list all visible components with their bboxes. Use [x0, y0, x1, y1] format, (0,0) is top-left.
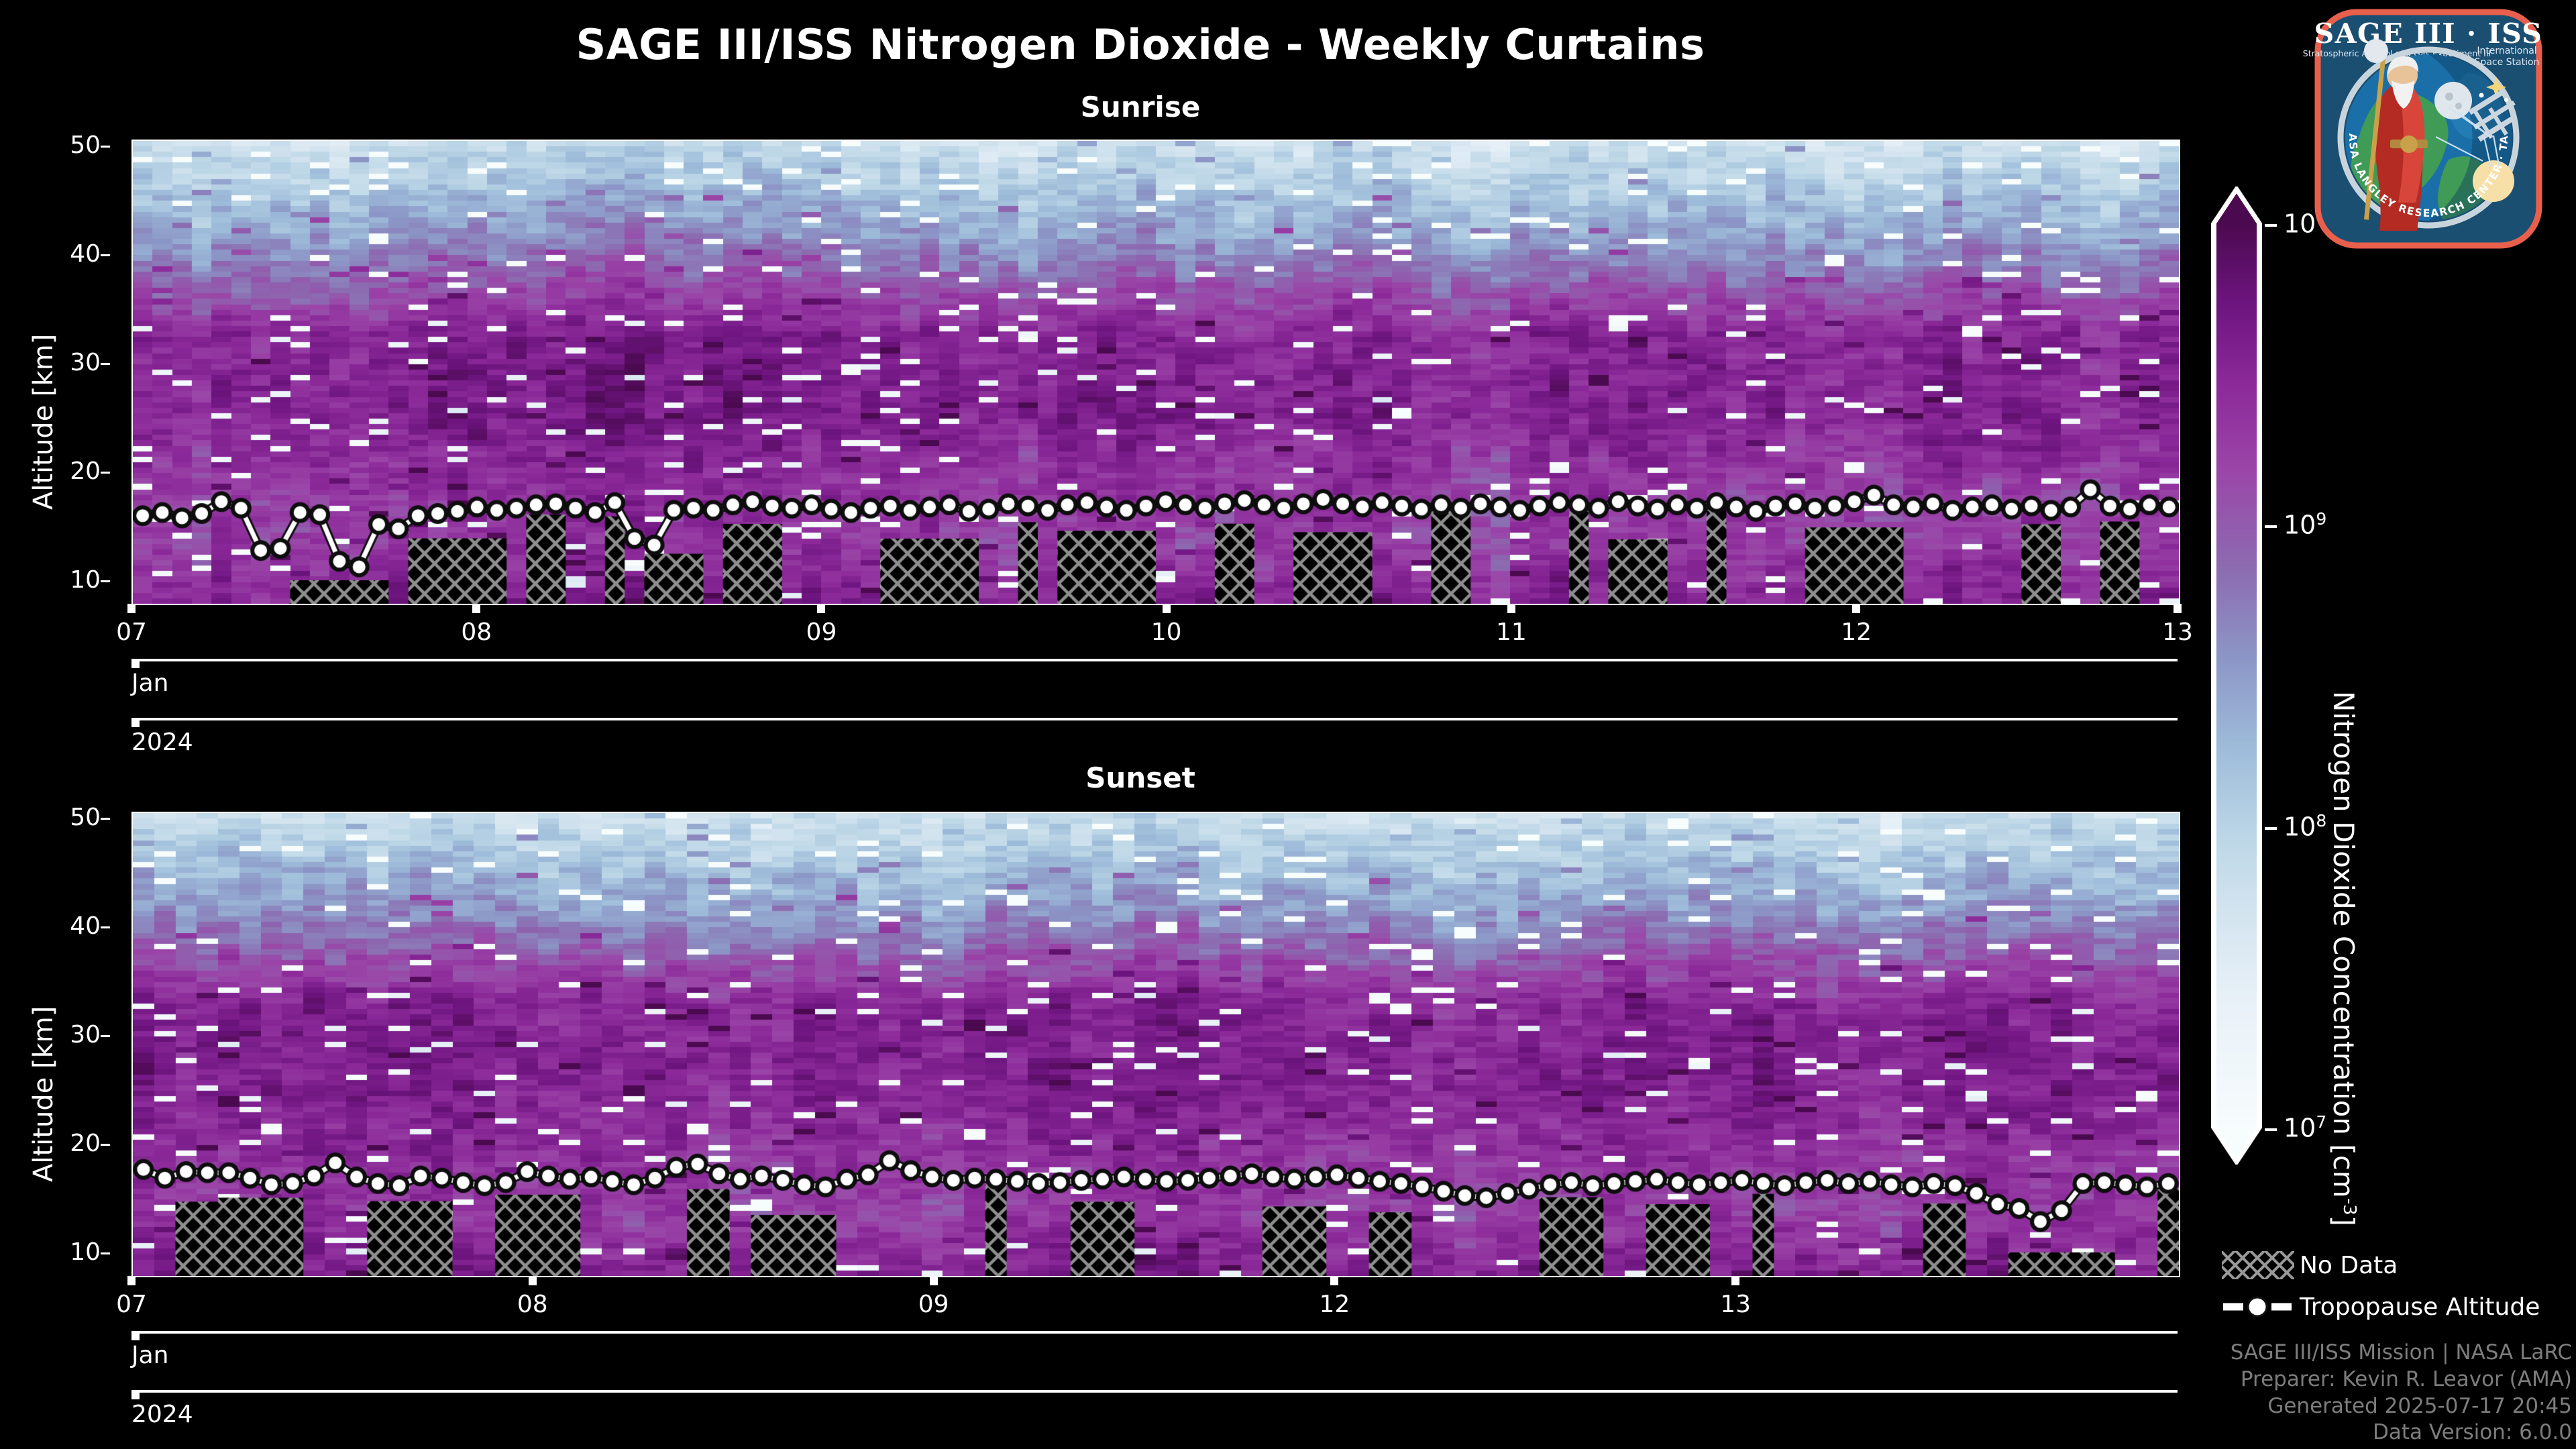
panel-title-sunset: Sunset — [1085, 761, 1195, 794]
legend: No Data Tropopause Altitude — [2220, 1244, 2576, 1328]
x-axis-sunset: 07 08 09 12 13 Jan 2024 — [116, 1276, 2180, 1430]
colorbar-tick-mark — [2265, 525, 2277, 529]
page-title: SAGE III/ISS Nitrogen Dioxide - Weekly C… — [576, 20, 1705, 69]
x-axis-tick-label: 12 — [1319, 1291, 1350, 1318]
y-axis-ticks-sunrise: 10 20 30 40 50 — [0, 131, 110, 602]
sage-figure-graphic — [2363, 39, 2428, 231]
x-axis-tick-mark — [127, 604, 136, 613]
x-axis-year-rule — [131, 718, 2178, 720]
x-axis-year-label: 2024 — [131, 729, 193, 756]
legend-item-no-data[interactable]: No Data — [2220, 1244, 2576, 1286]
legend-item-tropopause[interactable]: Tropopause Altitude — [2220, 1286, 2576, 1328]
footer-line-preparer: Preparer: Kevin R. Leavor (AMA) — [2240, 1366, 2572, 1391]
y-axis-tick-label: 50 — [70, 131, 101, 159]
x-axis-tick-label: 11 — [1496, 619, 1527, 646]
y-axis-tick-label: 50 — [70, 803, 101, 831]
x-axis-tick-label: 13 — [1720, 1291, 1752, 1318]
x-axis-tick-mark — [929, 1276, 938, 1285]
y-axis-ticks-sunset: 10 20 30 40 50 — [0, 804, 110, 1275]
x-axis-tick-mark — [817, 604, 826, 613]
line-marker-swatch-icon — [2220, 1292, 2300, 1322]
y-axis-tick-mark — [101, 580, 110, 582]
y-axis-tick-label: 40 — [70, 239, 101, 268]
legend-label-no-data: No Data — [2300, 1251, 2398, 1279]
hatch-swatch-icon — [2220, 1250, 2300, 1280]
y-axis-tick-mark — [101, 1252, 110, 1254]
x-axis-tick-mark — [472, 604, 481, 613]
x-axis-tick-label: 13 — [2162, 619, 2193, 646]
x-axis-tick-label: 12 — [1841, 619, 1872, 646]
colorbar-gradient — [2214, 224, 2259, 1128]
footer-line-generated: Generated 2025-07-17 20:45 — [2267, 1393, 2572, 1418]
x-axis-month-label: Jan — [131, 669, 169, 697]
y-axis-tick-label: 20 — [70, 1129, 101, 1157]
x-axis-month-tick — [131, 1331, 140, 1340]
heatmap-sunset[interactable] — [131, 812, 2180, 1277]
x-axis-tick-label: 09 — [806, 619, 837, 646]
y-axis-tick-mark — [101, 471, 110, 474]
y-axis-tick-label: 30 — [70, 348, 101, 376]
colorbar-tick-mark — [2265, 224, 2277, 227]
x-axis-month-label: Jan — [131, 1342, 169, 1369]
footer-credits: SAGE III/ISS Mission | NASA LaRC Prepare… — [2231, 1340, 2572, 1446]
y-axis-tick-label: 10 — [70, 1238, 101, 1266]
x-axis-tick-mark — [1731, 1276, 1740, 1285]
x-axis-tick-mark — [1162, 604, 1171, 613]
y-axis-tick-mark — [101, 1034, 110, 1037]
y-axis-tick-label: 20 — [70, 457, 101, 485]
x-axis-tick-label: 09 — [918, 1291, 949, 1318]
x-axis-tick-mark — [1330, 1276, 1339, 1285]
x-axis-year-label: 2024 — [131, 1401, 193, 1428]
x-axis-tick-mark — [127, 1276, 136, 1285]
heatmap-sunrise[interactable] — [131, 140, 2180, 605]
logo-subtitle-right-2: Space Station — [2475, 57, 2540, 68]
x-axis-year-tick — [131, 718, 140, 727]
logo-subtitle-right-1: International — [2477, 46, 2536, 56]
colorbar-tick-mark — [2265, 1128, 2277, 1131]
panel-title-sunrise: Sunrise — [1080, 91, 1201, 123]
colorbar-tick-label: 107 — [2284, 1112, 2327, 1143]
footer-line-mission: SAGE III/ISS Mission | NASA LaRC — [2230, 1340, 2572, 1365]
x-axis-year-tick — [131, 1390, 140, 1399]
x-axis-year-rule — [131, 1390, 2178, 1393]
y-axis-tick-mark — [101, 145, 110, 148]
y-axis-tick-mark — [101, 1143, 110, 1146]
x-axis-month-tick — [131, 659, 140, 668]
y-axis-tick-mark — [101, 817, 110, 820]
x-axis-month-rule — [131, 1331, 2178, 1334]
y-axis-tick-label: 30 — [70, 1020, 101, 1049]
x-axis-tick-label: 08 — [461, 619, 492, 646]
y-axis-tick-label: 40 — [70, 912, 101, 940]
x-axis-tick-mark — [528, 1276, 537, 1285]
x-axis-tick-mark — [1507, 604, 1515, 613]
footer-line-data-version: Data Version: 6.0.0 — [2372, 1420, 2572, 1445]
x-axis-tick-label: 07 — [116, 619, 147, 646]
y-axis-tick-label: 10 — [70, 566, 101, 594]
x-axis-tick-label: 07 — [116, 1291, 147, 1318]
x-axis-tick-mark — [2174, 604, 2182, 613]
legend-label-tropopause: Tropopause Altitude — [2300, 1293, 2540, 1321]
sage-iii-iss-mission-patch-logo: SAGE III · ISS Stratospheric Aerosol and… — [2293, 0, 2559, 254]
x-axis-tick-label: 10 — [1150, 619, 1182, 646]
x-axis-sunrise: 07 08 09 10 11 12 13 Jan 2024 — [116, 604, 2193, 758]
colorbar[interactable]: 1010109108107 — [2211, 186, 2337, 1165]
colorbar-tick-label: 109 — [2284, 509, 2327, 540]
colorbar-tick-mark — [2265, 826, 2277, 830]
colorbar-axis-label: Nitrogen Dioxide Concentration [cm-3] — [2327, 691, 2360, 1227]
x-axis-month-rule — [131, 659, 2178, 661]
colorbar-extend-max-arrow — [2214, 189, 2259, 225]
y-axis-tick-mark — [101, 926, 110, 928]
colorbar-tick-label: 108 — [2284, 810, 2327, 842]
x-axis-tick-mark — [1852, 604, 1861, 613]
y-axis-tick-mark — [101, 254, 110, 256]
y-axis-tick-mark — [101, 362, 110, 365]
logo-title: SAGE III · ISS — [2314, 17, 2543, 50]
colorbar-extend-min-arrow — [2214, 1127, 2259, 1163]
x-axis-tick-label: 08 — [517, 1291, 548, 1318]
iss-graphic — [2468, 89, 2516, 142]
